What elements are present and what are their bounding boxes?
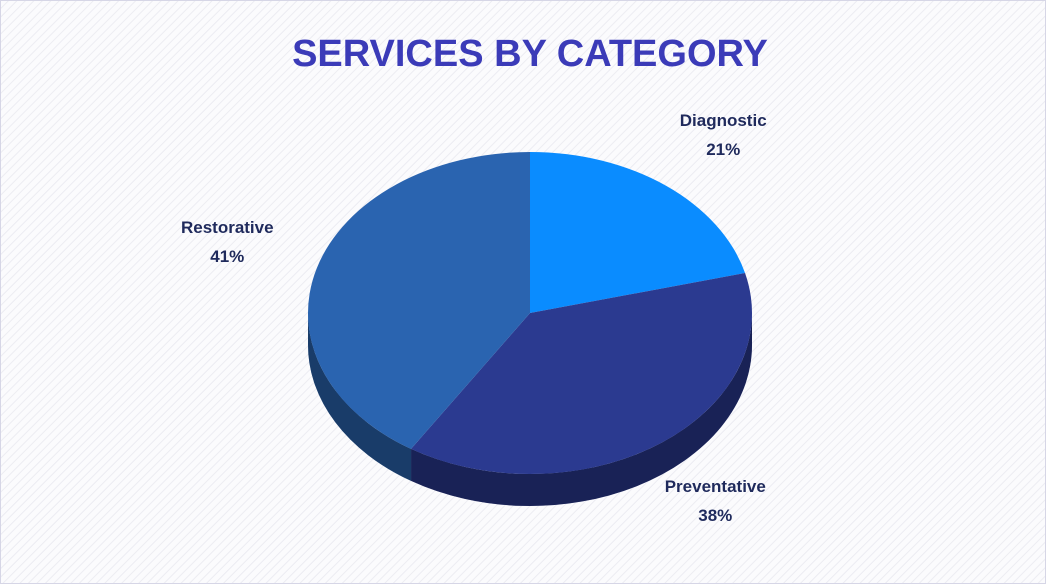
slice-label: Restorative [181,218,274,237]
slice-side [411,313,752,507]
slice-side [308,313,412,481]
slice-value-label: 21% [706,140,740,159]
slice-side-shade [308,313,412,481]
slice-label: Diagnostic [680,111,767,130]
slice [411,272,752,475]
slice-value-label: 38% [698,506,732,525]
slice [530,152,746,313]
slice-side-shade [411,313,752,507]
slice-value-label: 41% [210,247,244,266]
slice [308,152,530,449]
chart-title: SERVICES BY CATEGORY [292,33,768,75]
pie [308,152,752,507]
slice-label: Preventative [665,477,766,496]
